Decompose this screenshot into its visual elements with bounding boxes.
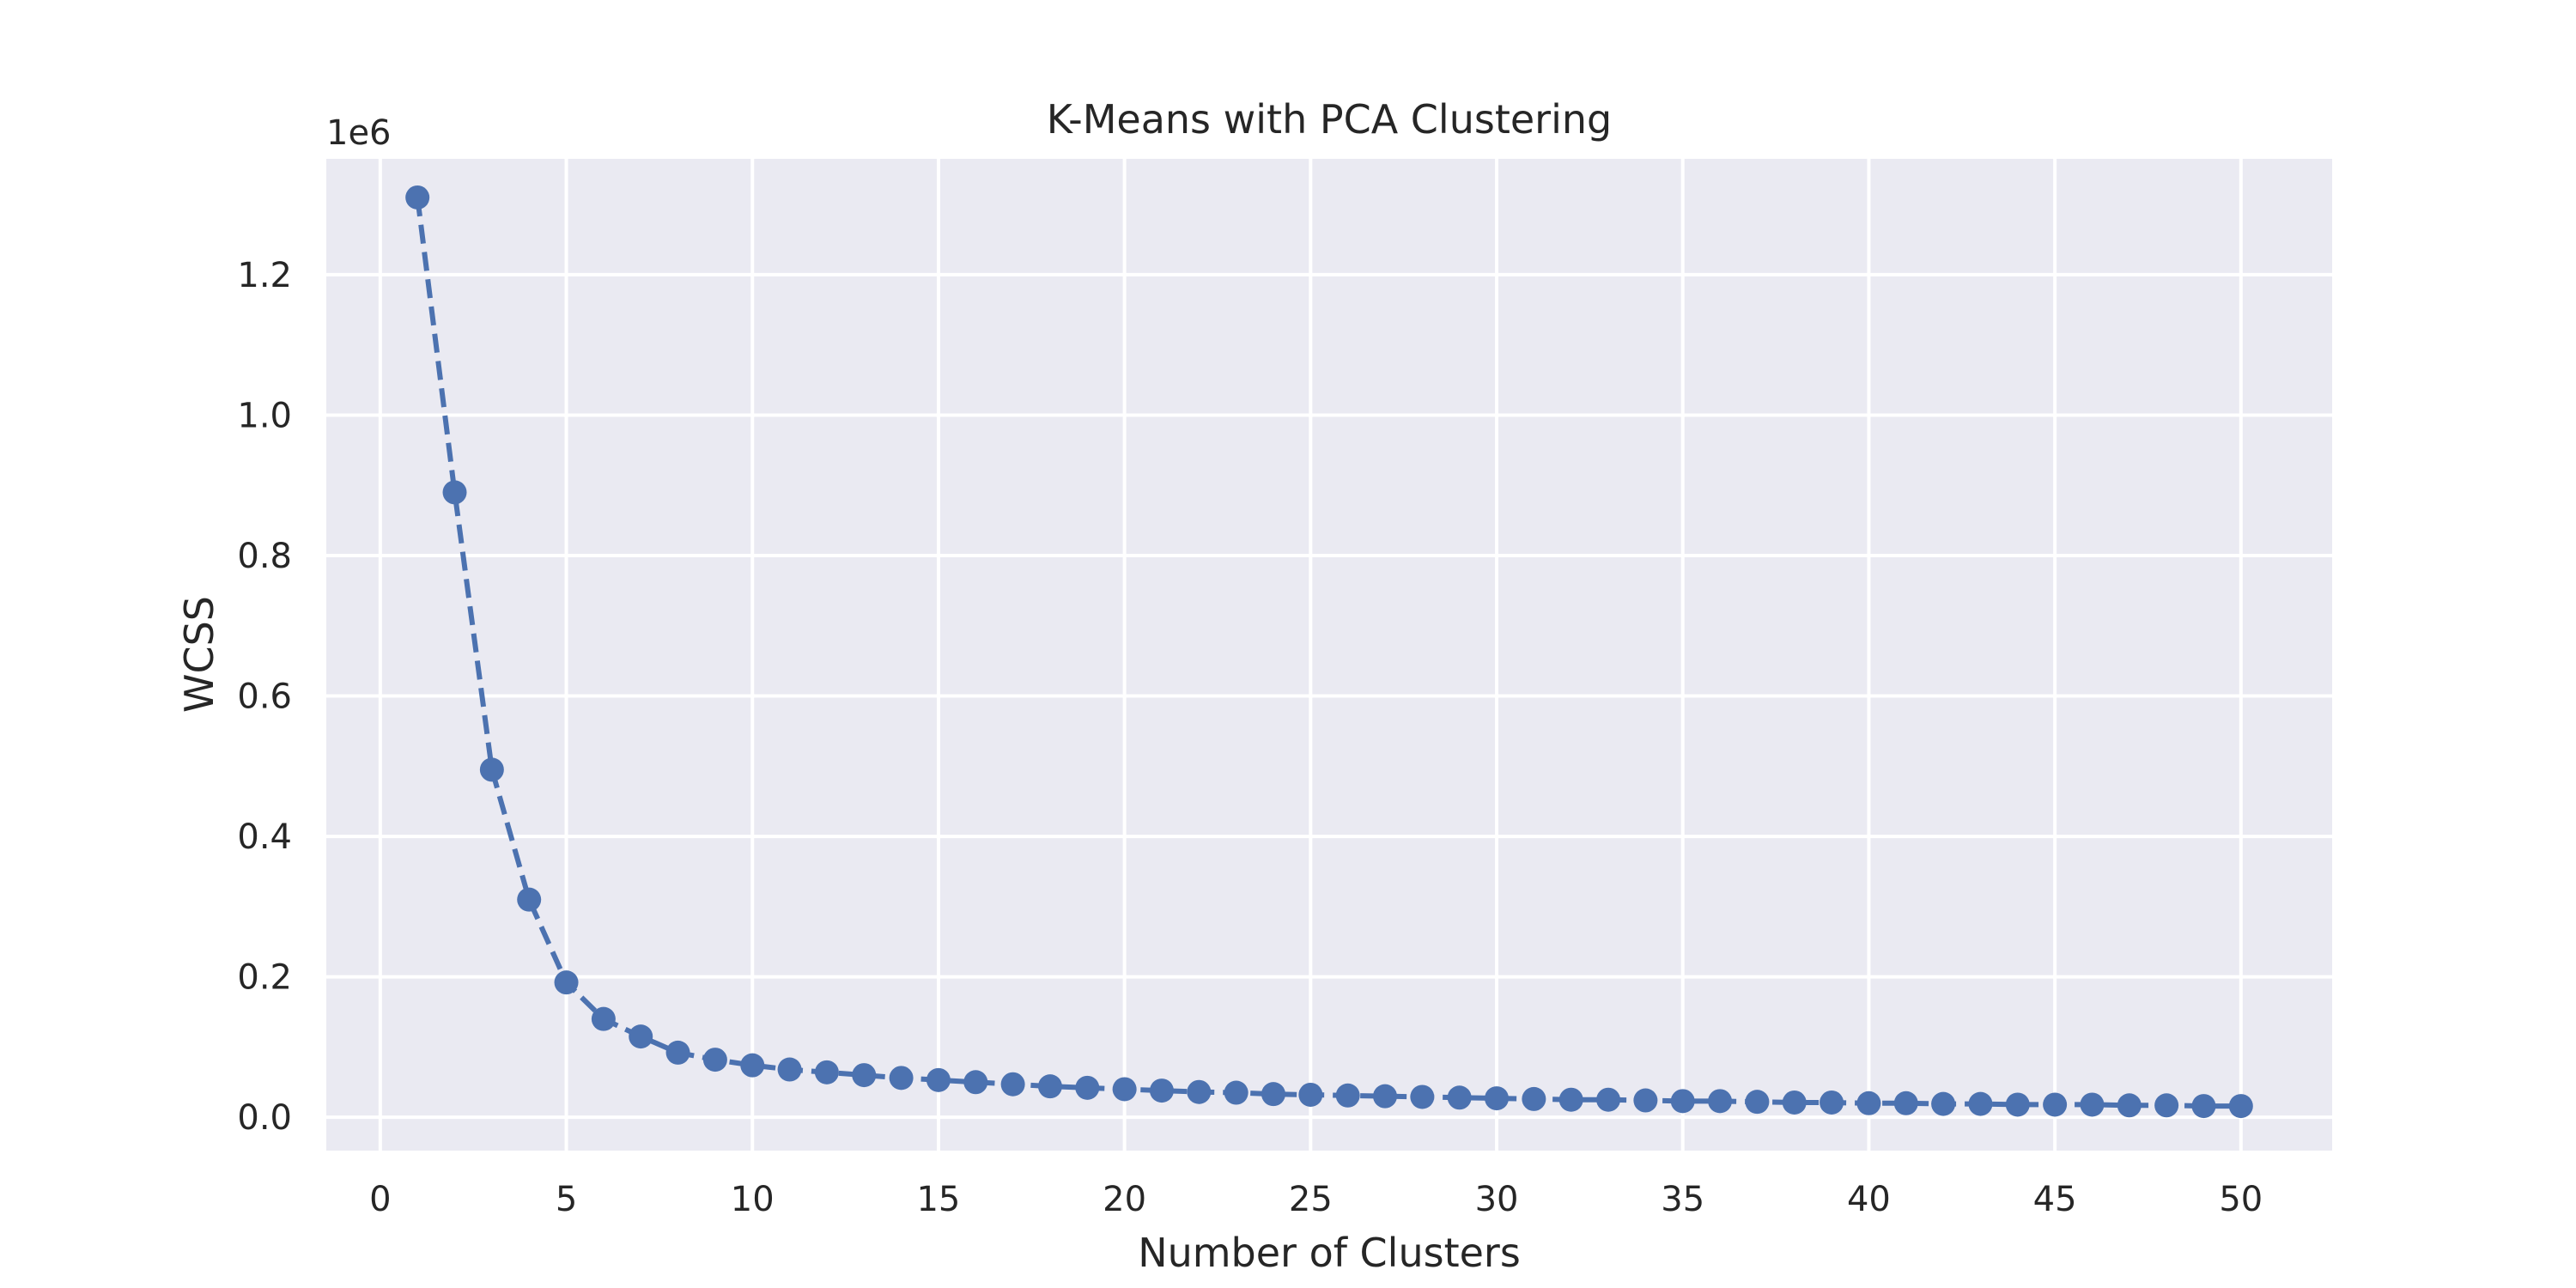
x-tick-label: 35 [1661,1180,1704,1219]
data-point [1633,1088,1658,1113]
data-point [777,1057,802,1082]
data-point [2005,1092,2030,1117]
y-tick-label: 0.8 [237,537,292,576]
data-point [2043,1092,2068,1117]
data-point [1893,1091,1918,1115]
y-tick-label: 0.2 [237,958,292,998]
data-point [1224,1080,1249,1105]
data-point [1968,1091,1993,1116]
y-tick-label: 0.4 [237,817,292,857]
data-point [1558,1087,1583,1112]
x-tick-label: 45 [2033,1180,2077,1219]
data-point [479,757,504,782]
grid-lines [326,159,2332,1151]
data-point [1037,1074,1062,1099]
data-point [1149,1078,1174,1103]
data-point [665,1040,690,1065]
data-point [1596,1087,1621,1112]
data-point [889,1066,914,1091]
data-point [1410,1084,1435,1109]
plot-area [326,159,2332,1151]
x-tick-label: 30 [1475,1180,1519,1219]
data-point [963,1070,988,1095]
y-axis-label: WCSS [176,596,222,713]
data-point [1335,1083,1360,1108]
data-point [1856,1091,1881,1115]
data-point [442,480,467,505]
data-point [1931,1091,1956,1116]
x-tick-label: 15 [916,1180,960,1219]
x-tick-label: 0 [369,1180,391,1219]
data-point [1187,1079,1212,1104]
x-tick-label: 25 [1289,1180,1333,1219]
y-axis-offset-text: 1e6 [326,113,392,153]
data-point [1261,1082,1285,1107]
y-tick-label: 1.2 [237,256,292,295]
data-point [814,1060,839,1084]
series-markers [405,185,2253,1119]
data-point [554,970,579,995]
data-point [852,1063,877,1088]
chart-title: K-Means with PCA Clustering [1047,96,1612,143]
data-point [2191,1094,2216,1119]
y-tick-label: 0.6 [237,677,292,717]
data-point [1522,1086,1546,1111]
data-point [591,1006,616,1031]
data-point [740,1053,765,1078]
data-point [629,1024,653,1049]
data-point [1782,1090,1807,1115]
data-point [702,1048,727,1072]
x-tick-label: 40 [1847,1180,1891,1219]
data-point [2080,1092,2105,1117]
data-point [2154,1093,2179,1118]
x-tick-label: 5 [556,1180,577,1219]
data-point [1373,1084,1398,1109]
y-tick-label: 0.0 [237,1098,292,1138]
data-point [1298,1082,1323,1107]
data-point [1447,1085,1472,1110]
data-point [1745,1090,1770,1115]
data-point [2117,1093,2142,1118]
x-tick-label: 50 [2219,1180,2263,1219]
data-point [1820,1090,1844,1115]
data-point [926,1067,951,1092]
data-point [405,185,430,210]
data-point [1075,1075,1100,1100]
x-tick-label: 20 [1103,1180,1146,1219]
data-point [1708,1089,1733,1114]
data-point [1000,1072,1025,1097]
x-tick-labels: 0 5 10 15 20 25 30 35 40 45 50 [369,1180,2263,1219]
data-point [1670,1089,1695,1114]
x-axis-label: Number of Clusters [1138,1230,1521,1276]
y-tick-label: 1.0 [237,396,292,435]
x-tick-label: 10 [731,1180,775,1219]
y-tick-labels: 0.0 0.2 0.4 0.6 0.8 1.0 1.2 [237,256,292,1138]
data-point [517,887,542,912]
data-point [1485,1086,1510,1111]
data-point [1112,1077,1137,1102]
data-point [2228,1094,2253,1119]
